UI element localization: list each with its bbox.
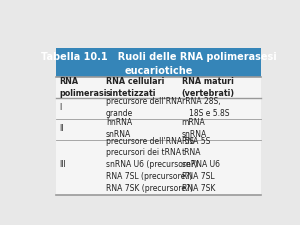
Text: rRNA 28S,
   18S e 5.8S: rRNA 28S, 18S e 5.8S bbox=[182, 97, 229, 118]
Text: RNA
polimerasi: RNA polimerasi bbox=[59, 77, 106, 98]
FancyBboxPatch shape bbox=[56, 77, 261, 195]
Text: RNA cellulari
sintetizzati: RNA cellulari sintetizzati bbox=[106, 77, 164, 98]
Text: RNA maturi
(vertebrati): RNA maturi (vertebrati) bbox=[182, 77, 235, 98]
FancyBboxPatch shape bbox=[56, 48, 261, 77]
Text: III: III bbox=[59, 160, 66, 169]
Text: I: I bbox=[59, 103, 61, 112]
Text: hnRNA
snRNA: hnRNA snRNA bbox=[106, 118, 132, 139]
Text: II: II bbox=[59, 124, 63, 133]
Text: Tabella 10.1   Ruoli delle RNA polimerasesi: Tabella 10.1 Ruoli delle RNA polimerases… bbox=[40, 52, 276, 62]
Text: RNA 5S
tRNA
snRNA U6
RNA 7SL
RNA 7SK: RNA 5S tRNA snRNA U6 RNA 7SL RNA 7SK bbox=[182, 137, 220, 193]
Text: precursore dell'RNA
grande: precursore dell'RNA grande bbox=[106, 97, 182, 118]
Text: precursore dell'RNA 5S
precursori dei tRNA
snRNA U6 (precursore?)
RNA 7SL (precu: precursore dell'RNA 5S precursori dei tR… bbox=[106, 137, 198, 193]
Text: eucariotiche: eucariotiche bbox=[124, 66, 193, 76]
Text: mRNA
snRNA: mRNA snRNA bbox=[182, 118, 207, 139]
